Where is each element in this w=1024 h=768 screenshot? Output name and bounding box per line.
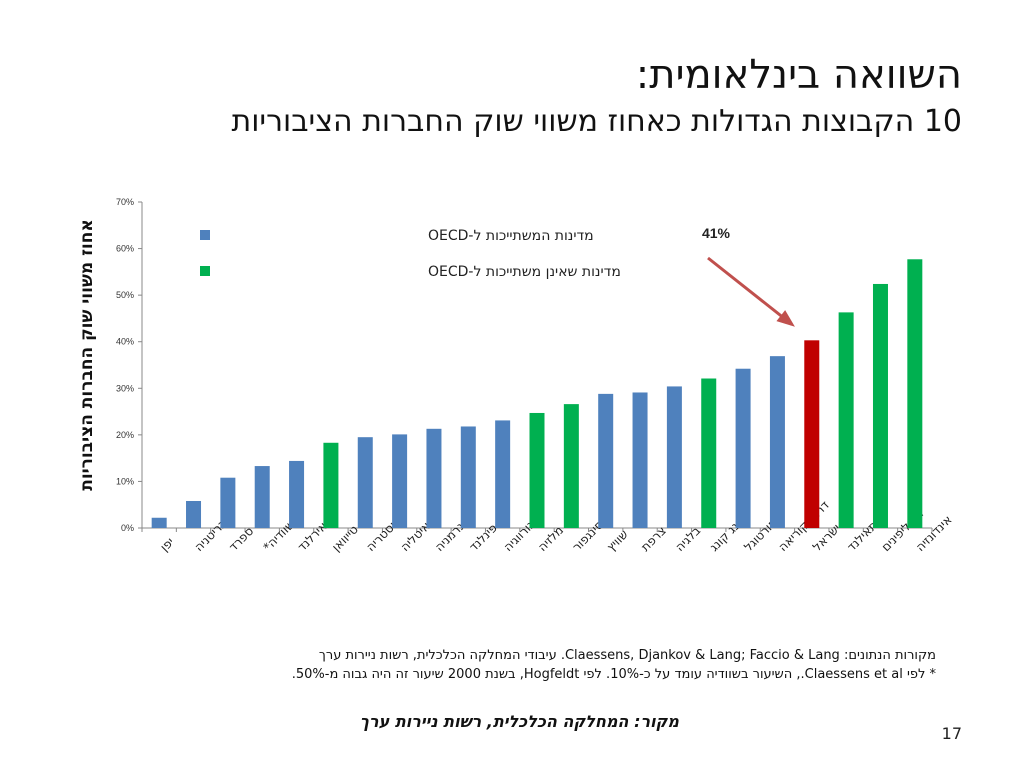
bar-oecd xyxy=(254,466,270,528)
legend-label: מדינות המשתייכות ל-OECD xyxy=(428,228,594,244)
bar-oecd xyxy=(220,477,236,528)
slide-title: השוואה בינלאומית: xyxy=(635,52,962,98)
bar-non_oecd xyxy=(563,404,579,528)
bar-oecd xyxy=(735,368,751,528)
x-tick-label: שוויץ xyxy=(604,527,631,554)
bar-oecd xyxy=(357,437,373,528)
y-tick-label: 60% xyxy=(116,244,134,254)
bar-non_oecd xyxy=(529,412,545,528)
sources-line-2: * לפי Claessens et al., השיעור בשוודיה ע… xyxy=(291,667,936,682)
y-tick-label: 40% xyxy=(116,337,134,347)
bar-oecd xyxy=(186,500,202,528)
bar-non_oecd xyxy=(323,442,339,528)
bar-oecd xyxy=(598,393,614,528)
annotation-arrow-head xyxy=(776,310,795,327)
bar-non_oecd xyxy=(872,283,888,528)
y-tick-label: 0% xyxy=(121,523,134,533)
legend-swatch-oecd xyxy=(200,230,210,240)
bar-oecd xyxy=(151,517,167,528)
slide-subtitle: 10 הקבוצות הגדולות כאחוז משווי שוק החברו… xyxy=(231,104,963,139)
y-tick-label: 30% xyxy=(116,383,134,393)
annotation-arrow-line xyxy=(707,256,793,326)
bar-oecd xyxy=(460,426,476,528)
legend-swatch-non_oecd xyxy=(200,266,210,276)
data-sources-note: מקורות הנתונים: Claessens, Djankov & Lan… xyxy=(292,646,936,684)
bar-non_oecd xyxy=(907,259,923,528)
annotation-label: 41% xyxy=(702,225,731,241)
bar-oecd xyxy=(392,434,408,528)
sources-line-1: מקורות הנתונים: Claessens, Djankov & Lan… xyxy=(318,648,936,663)
bar-oecd xyxy=(426,428,442,528)
bar-oecd xyxy=(495,420,511,528)
bar-oecd xyxy=(632,392,648,528)
legend-label: מדינות שאינן משתייכות ל-OECD xyxy=(428,264,621,280)
y-tick-label: 70% xyxy=(116,197,134,207)
y-tick-label: 20% xyxy=(116,430,134,440)
y-tick-label: 50% xyxy=(116,290,134,300)
bar-oecd xyxy=(666,386,682,528)
bar-non_oecd xyxy=(701,378,717,528)
bar-oecd xyxy=(289,460,305,528)
x-tick-label: יפן xyxy=(157,535,176,554)
bar-non_oecd xyxy=(838,312,854,528)
page-number: 17 xyxy=(941,724,962,743)
footer-source: מקור: המחלקה הכלכלית, רשות ניירות ערך xyxy=(359,712,679,731)
bar-israel xyxy=(804,340,820,528)
bar-oecd xyxy=(769,356,785,528)
y-tick-label: 10% xyxy=(116,476,134,486)
